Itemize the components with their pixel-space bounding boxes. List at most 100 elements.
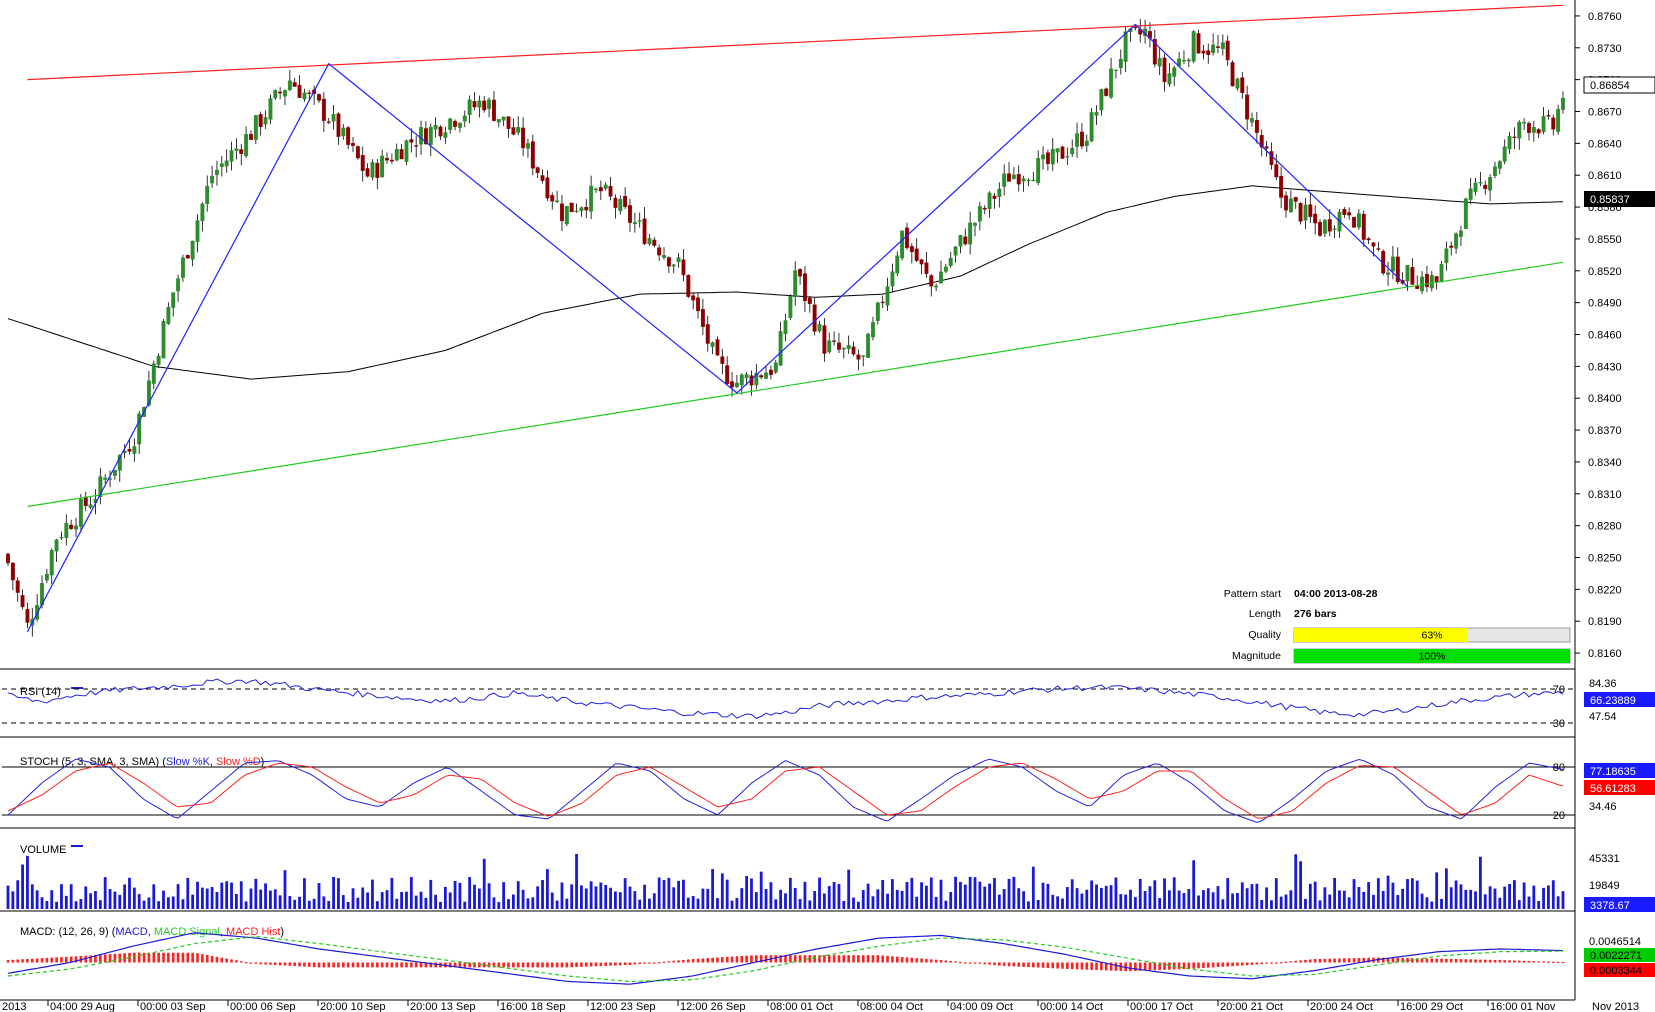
macd-hist-bar: [959, 961, 962, 964]
time-tick-label: 20:00 24 Oct: [1310, 1001, 1373, 1012]
volume-bar: [1304, 898, 1307, 909]
volume-bar: [920, 882, 923, 909]
last-price-text: 0.86854: [1590, 80, 1630, 92]
macd-hist-bar: [244, 962, 248, 964]
macd-hist-bar: [332, 962, 335, 968]
candle-body: [686, 274, 691, 297]
candle-body: [662, 255, 666, 258]
macd-hist-bar: [6, 960, 10, 963]
volume-bar: [210, 886, 214, 909]
macd-hist-bar: [954, 961, 957, 963]
volume-bar: [871, 896, 875, 909]
candle-body: [1303, 204, 1308, 221]
macd-hist-bar: [1202, 962, 1205, 968]
volume-bar: [1372, 894, 1375, 909]
candle-body: [258, 114, 263, 127]
candle-body: [846, 345, 851, 350]
rsi-value-badge: [1584, 692, 1655, 707]
time-tick-label: 00:00 06 Sep: [230, 1001, 295, 1012]
volume-bar: [1547, 885, 1550, 909]
macd-hist-bar: [220, 957, 224, 963]
volume-bar: [531, 897, 535, 909]
candle-body: [1167, 73, 1172, 85]
macd-hist-bar: [1435, 958, 1438, 963]
volume-bar: [1459, 884, 1463, 909]
candle-body: [560, 203, 564, 222]
volume-bar: [701, 888, 705, 909]
candle-body: [389, 159, 394, 162]
pattern-start-label: Pattern start: [1224, 588, 1281, 600]
volume-bar: [103, 877, 107, 909]
macd-hist-bar: [395, 962, 399, 968]
macd-hist-bar: [1513, 960, 1516, 963]
volume-bar: [1362, 891, 1366, 909]
volume-bar: [949, 892, 953, 909]
candle-body: [1055, 148, 1060, 153]
macd-hist-bar: [482, 962, 486, 968]
macd-hist-bar: [351, 962, 355, 968]
volume-bar: [332, 876, 335, 909]
candle-body: [734, 382, 739, 388]
volume-bar: [1284, 894, 1288, 909]
candle-body: [1483, 184, 1488, 190]
candle-body: [1488, 177, 1493, 191]
candle-body: [1347, 212, 1352, 216]
macd-hist-bar: [225, 958, 228, 963]
macd-hist-bar: [186, 952, 190, 963]
macd-hist-bar: [701, 958, 705, 963]
macd-hist-bar: [1104, 962, 1108, 971]
macd-hist-bar: [541, 962, 544, 968]
macd-hist-bar: [176, 952, 180, 963]
stoch-title: STOCH (5, 3, SMA, 3, SMA) (Slow %K, Slow…: [20, 756, 264, 768]
volume-bar: [648, 898, 651, 909]
macd-hist-bar: [512, 962, 515, 968]
candle-body: [1531, 127, 1536, 133]
candle-body: [1016, 174, 1021, 185]
volume-bar: [1221, 899, 1225, 909]
rsi-title: RSI (14): [20, 686, 61, 698]
candle-body: [1060, 146, 1065, 159]
macd-hist-bar: [249, 962, 253, 964]
volume-bar: [35, 890, 39, 909]
volume-bar: [1250, 884, 1254, 909]
price-tick-label: 0.8160: [1588, 648, 1622, 660]
macd-hist-bar: [205, 955, 209, 963]
volume-bar: [385, 890, 389, 909]
macd-hist-bar: [1352, 958, 1356, 963]
candle-body: [1162, 57, 1167, 83]
candle-body: [1390, 256, 1395, 272]
volume-bar: [944, 900, 948, 909]
volume-bar: [108, 889, 112, 909]
candle-body: [263, 117, 268, 125]
candle-body: [234, 148, 239, 151]
candle-body: [977, 206, 982, 222]
candle-body: [691, 295, 696, 301]
candle-body: [798, 269, 803, 277]
volume-bar: [1299, 861, 1302, 909]
candle-body: [671, 264, 676, 267]
macd-hist-bar: [1056, 962, 1059, 969]
volume-bar: [307, 900, 311, 909]
candle-body: [166, 306, 171, 324]
macd-hist-bar: [881, 955, 884, 963]
candle-body: [715, 339, 720, 356]
volume-bar: [414, 895, 418, 909]
volume-bar: [502, 882, 506, 909]
macd-hist-bar: [1547, 961, 1550, 963]
volume-bar: [298, 896, 301, 909]
volume-bar: [361, 887, 365, 909]
volume-bar: [1265, 887, 1268, 909]
volume-bar: [565, 898, 569, 909]
volume-bar: [322, 896, 326, 909]
macd-hist-bar: [1250, 962, 1254, 965]
volume-bar: [745, 876, 749, 909]
volume-bar: [1099, 887, 1103, 909]
macd-hist-bar: [1406, 958, 1409, 963]
volume-bar: [643, 884, 646, 909]
volume-bar: [507, 899, 510, 909]
volume-bar: [1187, 889, 1191, 909]
candle-body: [54, 539, 59, 552]
candle-body: [909, 246, 914, 253]
macd-hist-bar: [473, 962, 476, 968]
volume-bar: [269, 890, 272, 909]
